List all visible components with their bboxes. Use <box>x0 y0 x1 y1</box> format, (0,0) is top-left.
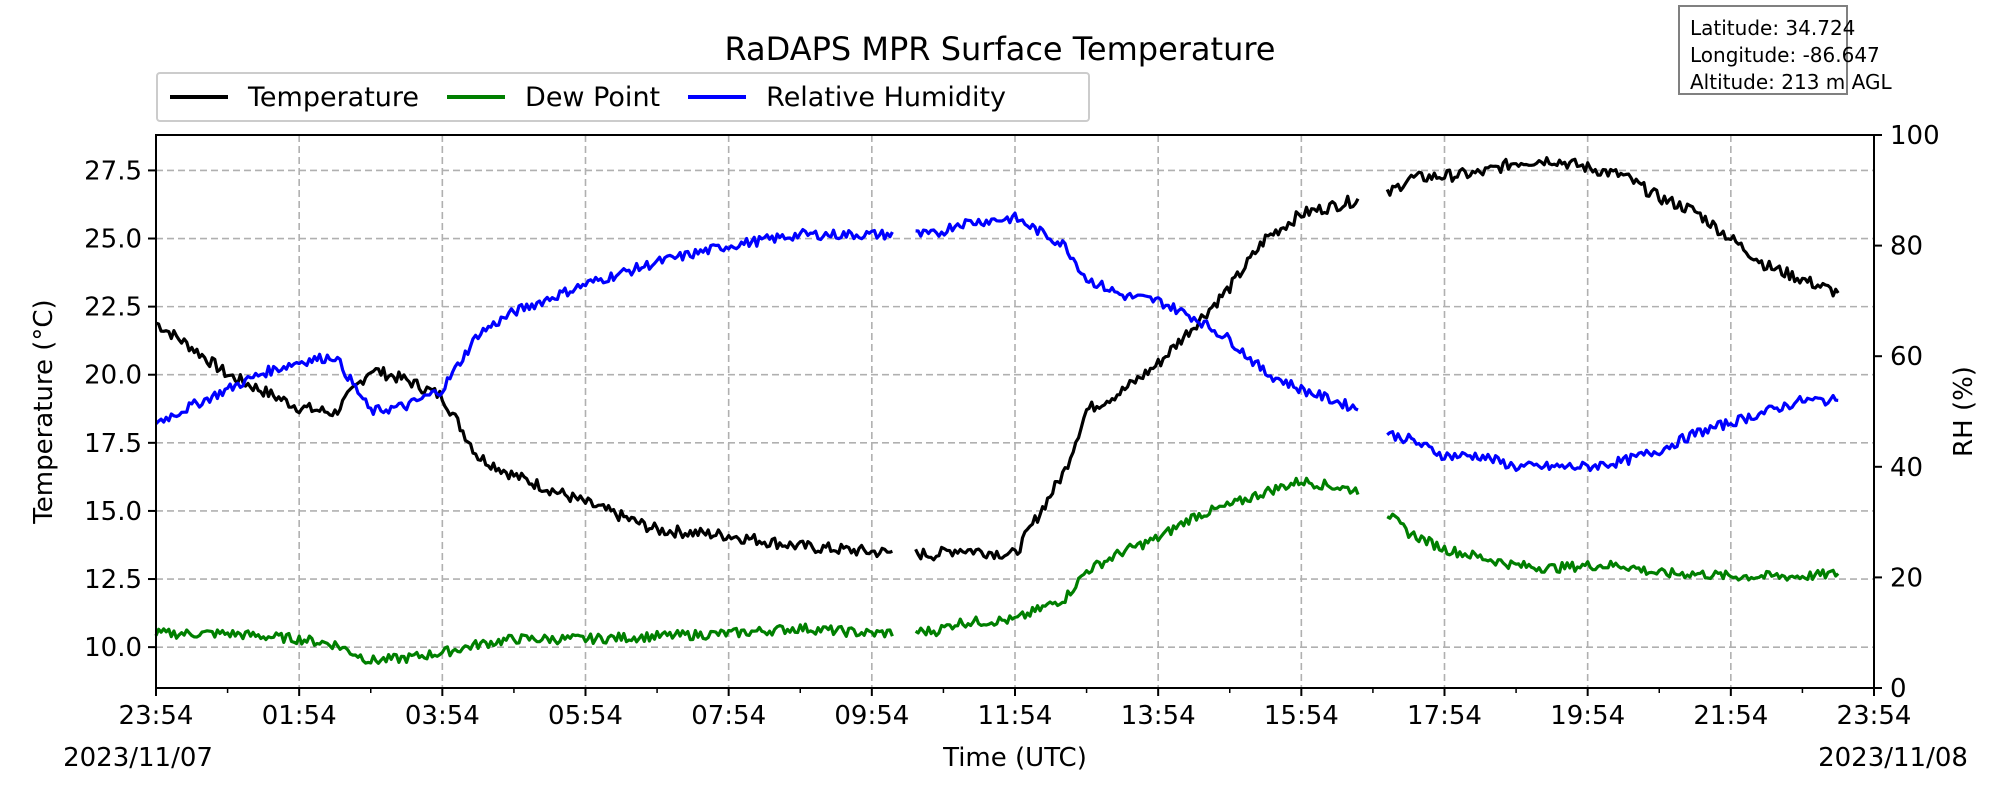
series-line-relative-humidity <box>1386 393 1839 473</box>
legend-label-temperature: Temperature <box>248 81 420 113</box>
y-left-tick-label: 10.0 <box>84 633 142 663</box>
y-left-tick-label: 12.5 <box>84 565 142 595</box>
y-right-tick-label: 100 <box>1890 121 1940 151</box>
series-layer <box>154 156 1840 665</box>
x-tick-label: 13:54 <box>1121 701 1196 731</box>
y-left-tick-label: 25.0 <box>84 225 142 255</box>
x-tick-label: 01:54 <box>262 701 337 731</box>
series-line-temperature <box>1385 156 1840 298</box>
legend-item-temperature: Temperature <box>170 82 419 113</box>
legend-swatch-temperature <box>170 95 228 99</box>
x-tick-label: 23:54 <box>1837 701 1912 731</box>
y-right-tick-label: 0 <box>1890 674 1907 704</box>
latitude-text: Latitude: 34.724 <box>1690 16 1856 40</box>
series-line-dew-point <box>1386 512 1840 582</box>
legend-swatch-dewpoint <box>447 95 506 99</box>
legend-label-dewpoint: Dew Point <box>525 81 661 113</box>
series-line-dew-point <box>154 622 894 665</box>
legend-item-rh: Relative Humidity <box>688 82 1006 113</box>
x-tick-label: 21:54 <box>1693 701 1768 731</box>
y-axis-right-label: RH (%) <box>1949 366 1979 457</box>
series-line-relative-humidity <box>154 228 894 425</box>
y-axis-left-label: Temperature (°C) <box>29 299 59 524</box>
y-left-tick-label: 20.0 <box>84 361 142 391</box>
chart-legend: Temperature Dew Point Relative Humidity <box>156 72 1090 122</box>
series-line-temperature <box>155 321 893 559</box>
series-line-dew-point <box>914 476 1360 638</box>
y-left-tick-label: 22.5 <box>84 293 142 323</box>
x-axis-label: Time (UTC) <box>942 743 1087 773</box>
series-line-temperature <box>914 194 1360 562</box>
y-left-tick-label: 17.5 <box>84 429 142 459</box>
x-tick-label: 03:54 <box>405 701 480 731</box>
x-tick-label: 15:54 <box>1264 701 1339 731</box>
x-end-date: 2023/11/08 <box>1818 743 1968 773</box>
y-left-tick-label: 27.5 <box>84 156 142 186</box>
x-tick-label: 23:54 <box>119 701 194 731</box>
legend-label-rh: Relative Humidity <box>766 81 1007 113</box>
legend-item-dewpoint: Dew Point <box>447 82 660 113</box>
y-right-tick-label: 80 <box>1890 232 1923 262</box>
series-line-relative-humidity <box>915 211 1359 412</box>
axis-layer: 23:54 01:54 03:54 05:54 07:54 09:54 11:54 13:54… <box>84 121 1940 731</box>
x-tick-label: 17:54 <box>1407 701 1482 731</box>
y-left-tick-label: 15.0 <box>84 497 142 527</box>
x-tick-label: 05:54 <box>548 701 623 731</box>
x-start-date: 2023/11/07 <box>63 743 213 773</box>
chart-title: RaDAPS MPR Surface Temperature <box>724 30 1276 68</box>
x-tick-label: 07:54 <box>691 701 766 731</box>
x-tick-label: 11:54 <box>978 701 1053 731</box>
grid-layer <box>156 135 1874 688</box>
y-right-tick-label: 20 <box>1890 563 1923 593</box>
x-tick-label: 09:54 <box>834 701 909 731</box>
y-right-tick-label: 40 <box>1890 453 1923 483</box>
legend-swatch-rh <box>688 95 747 99</box>
y-right-tick-label: 60 <box>1890 342 1923 372</box>
x-tick-label: 19:54 <box>1550 701 1625 731</box>
